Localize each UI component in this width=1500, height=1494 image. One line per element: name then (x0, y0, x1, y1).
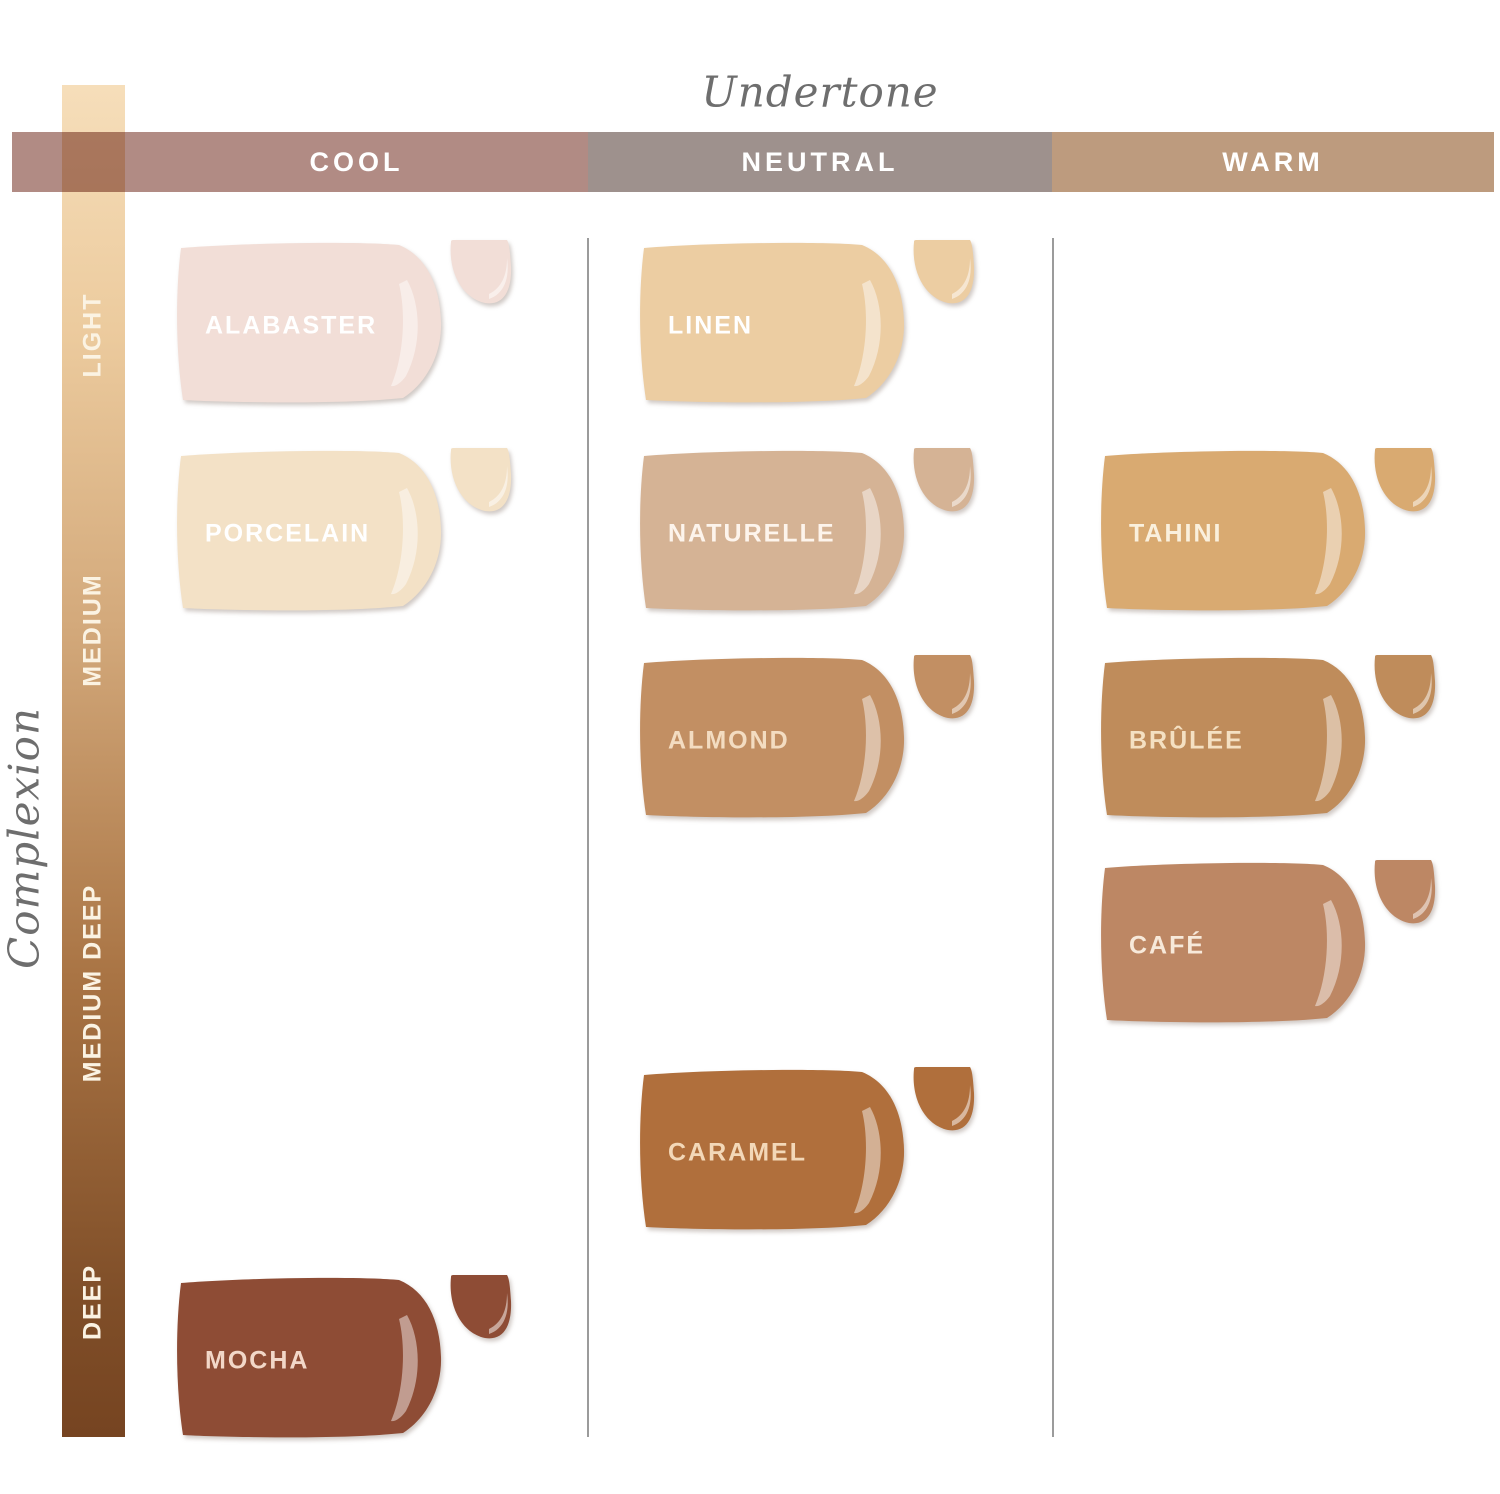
undertone-header-warm: WARM (1052, 132, 1494, 192)
undertone-header-warm-label: WARM (1222, 146, 1324, 177)
complexion-level-light: LIGHT (78, 292, 107, 378)
shade-swatch-caramel: CARAMEL (634, 1067, 976, 1232)
shade-name-label: LINEN (668, 311, 753, 340)
column-divider-neutral-warm (1052, 238, 1054, 1437)
shade-name-label: CAFÉ (1129, 931, 1206, 960)
shade-swatch-almond: ALMOND (634, 655, 976, 820)
column-divider-cool-neutral (587, 238, 589, 1437)
complexion-level-deep: DEEP (78, 1263, 107, 1341)
shade-name-label: BRÛLÉE (1129, 726, 1244, 755)
shade-name-label: TAHINI (1129, 519, 1223, 548)
complexion-axis-title: Complexion (0, 707, 49, 969)
complexion-level-medium-deep: MEDIUM DEEP (78, 883, 107, 1083)
undertone-axis-title: Undertone (701, 67, 939, 117)
shade-swatch-alabaster: ALABASTER (171, 240, 513, 405)
shade-name-label: NATURELLE (668, 519, 836, 548)
shade-swatch-linen: LINEN (634, 240, 976, 405)
shade-swatch-naturelle: NATURELLE (634, 448, 976, 613)
shade-swatch-brulee: BRÛLÉE (1095, 655, 1437, 820)
shade-name-label: ALMOND (668, 726, 790, 755)
complexion-level-medium: MEDIUM (78, 573, 107, 687)
shade-swatch-mocha: MOCHA (171, 1275, 513, 1440)
undertone-header-neutral: NEUTRAL (588, 132, 1052, 192)
shade-name-label: MOCHA (205, 1346, 310, 1375)
shade-name-label: CARAMEL (668, 1138, 807, 1167)
undertone-header-cool-label: COOL (309, 146, 404, 177)
shade-swatch-cafe: CAFÉ (1095, 860, 1437, 1025)
shade-name-label: ALABASTER (205, 311, 378, 340)
complexion-gradient-bar (62, 85, 125, 1437)
shade-swatch-porcelain: PORCELAIN (171, 448, 513, 613)
undertone-header-neutral-label: NEUTRAL (741, 146, 899, 177)
shade-name-label: PORCELAIN (205, 519, 371, 548)
shade-swatch-tahini: TAHINI (1095, 448, 1437, 613)
